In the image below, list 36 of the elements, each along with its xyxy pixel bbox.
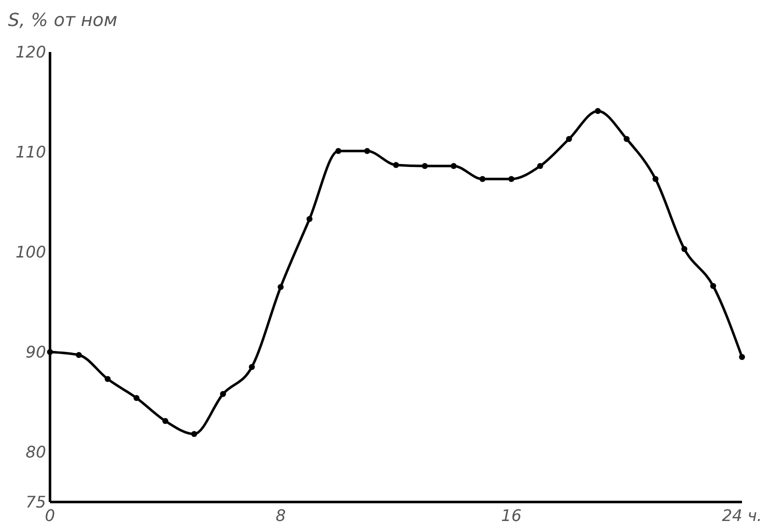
x-tick-label: 24 ч. xyxy=(722,506,762,525)
y-tick-label: 120 xyxy=(15,42,46,62)
point xyxy=(422,163,428,169)
point xyxy=(306,216,312,222)
point xyxy=(104,376,111,382)
point xyxy=(624,136,630,142)
x-tick-label: 0 xyxy=(44,506,56,525)
point xyxy=(739,354,745,360)
point xyxy=(191,431,198,437)
point xyxy=(76,352,82,358)
point xyxy=(364,148,370,154)
point xyxy=(652,176,658,182)
point xyxy=(162,418,168,424)
point xyxy=(47,349,53,355)
y-axis-title: S, % от ном xyxy=(8,10,118,31)
point xyxy=(594,108,601,114)
x-tick-label: 8 xyxy=(276,506,286,525)
point xyxy=(537,163,544,169)
y-tick-label: 90 xyxy=(26,342,46,362)
y-tick-label: 80 xyxy=(26,442,46,462)
point xyxy=(681,246,688,252)
point xyxy=(566,136,572,142)
point xyxy=(450,163,457,169)
point xyxy=(134,395,140,401)
y-tick-label: 110 xyxy=(15,142,46,162)
point xyxy=(220,391,226,397)
y-tick-label: 100 xyxy=(15,242,46,262)
point xyxy=(335,148,342,154)
point xyxy=(710,283,716,289)
point xyxy=(278,284,284,290)
y-tick-label: 75 xyxy=(26,492,46,512)
point xyxy=(480,176,486,182)
point xyxy=(393,162,399,168)
point xyxy=(248,364,255,370)
x-tick-label: 16 xyxy=(501,506,522,525)
point xyxy=(508,176,514,182)
